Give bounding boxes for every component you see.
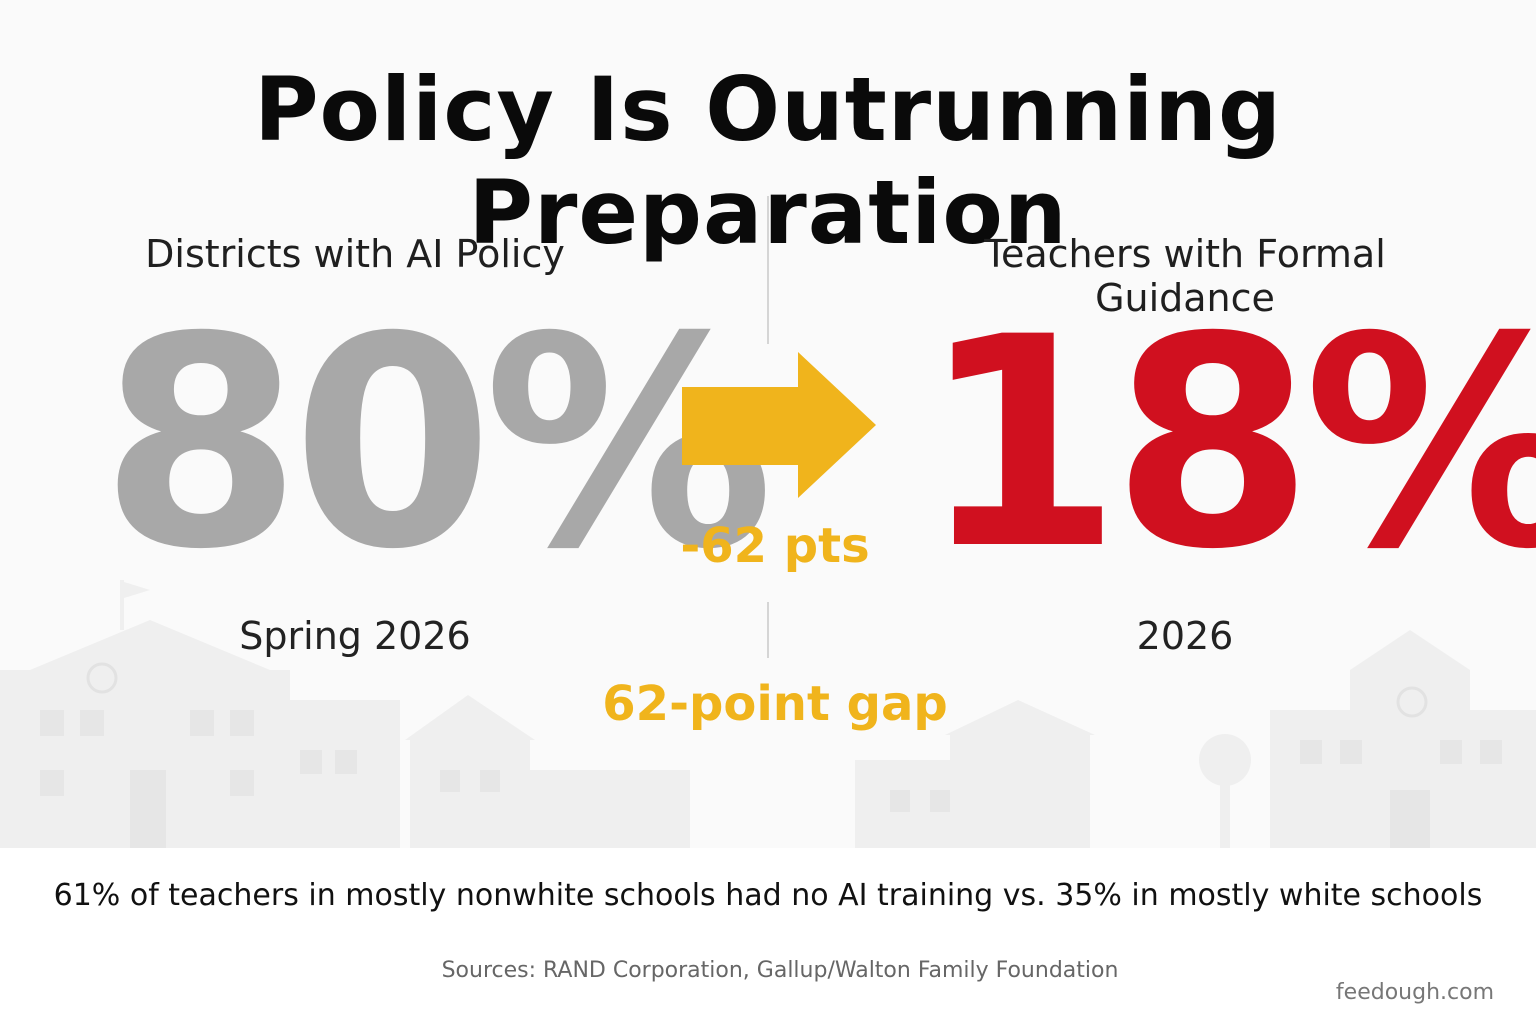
right-stat-period: 2026 [1136,614,1234,658]
left-stat-period: Spring 2026 [239,614,471,658]
left-stat-column: Districts with AI Policy 80% Spring 2026 [100,0,774,680]
left-stat-value: 80% [100,276,774,613]
left-stat-label: Districts with AI Policy [145,232,565,276]
brand-watermark: feedough.com [1335,980,1494,1005]
footer-band [0,848,1536,1024]
divider-line-top [767,196,769,344]
delta-label: -62 pts [680,518,870,574]
sources-text: Sources: RAND Corporation, Gallup/Walton… [441,958,1119,983]
school-skyline-illustration [0,580,1536,850]
right-arrow-icon [682,352,876,498]
right-stat-column: Teachers with Formal Guidance 18% 2026 [920,0,1536,680]
gap-label: 62-point gap [602,676,948,732]
divider-line-bottom [767,602,769,658]
right-stat-value: 18% [920,276,1536,613]
footnote-text: 61% of teachers in mostly nonwhite schoo… [53,878,1483,913]
right-stat-label: Teachers with Formal Guidance [984,232,1386,320]
